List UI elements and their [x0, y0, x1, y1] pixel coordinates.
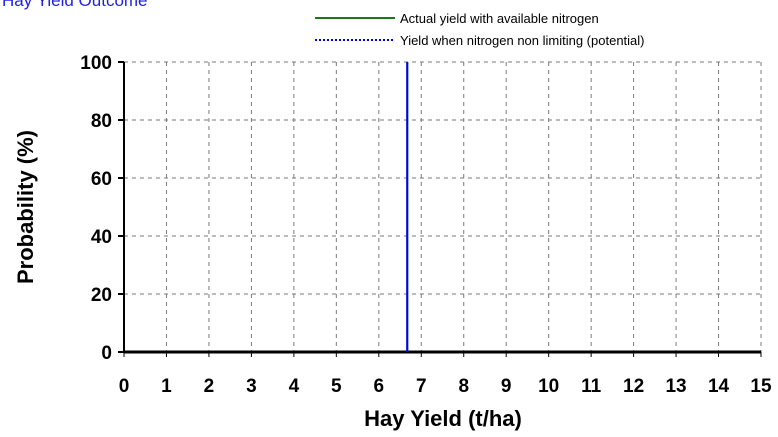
y-tick-label: 100: [80, 53, 112, 74]
legend: Actual yield with available nitrogen Yiel…: [315, 11, 645, 48]
y-tick-label: 20: [91, 285, 112, 306]
y-tick-label: 80: [91, 111, 112, 132]
x-tick-label: 11: [581, 376, 602, 397]
x-tick-label: 0: [119, 376, 130, 397]
x-tick-label: 8: [458, 376, 469, 397]
x-tick-label: 15: [750, 376, 772, 397]
x-tick-label: 1: [161, 376, 172, 397]
x-tick-label: 13: [665, 376, 686, 397]
x-tick-label: 6: [374, 376, 385, 397]
x-tick-label: 12: [623, 376, 644, 397]
legend-label-2: Yield when nitrogen non limiting (potent…: [400, 33, 645, 48]
x-tick-label: 2: [204, 376, 215, 397]
x-tick-label: 9: [501, 376, 512, 397]
grid: [124, 61, 762, 352]
x-tick-label: 3: [246, 376, 257, 397]
x-tick-label: 4: [289, 376, 300, 397]
x-axis-label: Hay Yield (t/ha): [364, 406, 522, 431]
x-tick-label: 7: [416, 376, 427, 397]
x-tick-label: 14: [708, 376, 730, 397]
chart-title: Hay Yield Outcome: [2, 0, 148, 10]
y-axis-label: Probability (%): [13, 130, 38, 284]
y-tick-label: 40: [91, 227, 112, 248]
y-tick-label: 60: [91, 169, 112, 190]
x-tick-label: 10: [538, 376, 559, 397]
x-tick-label: 5: [331, 376, 342, 397]
legend-label-1: Actual yield with available nitrogen: [400, 11, 599, 26]
y-tick-label: 0: [101, 343, 112, 364]
